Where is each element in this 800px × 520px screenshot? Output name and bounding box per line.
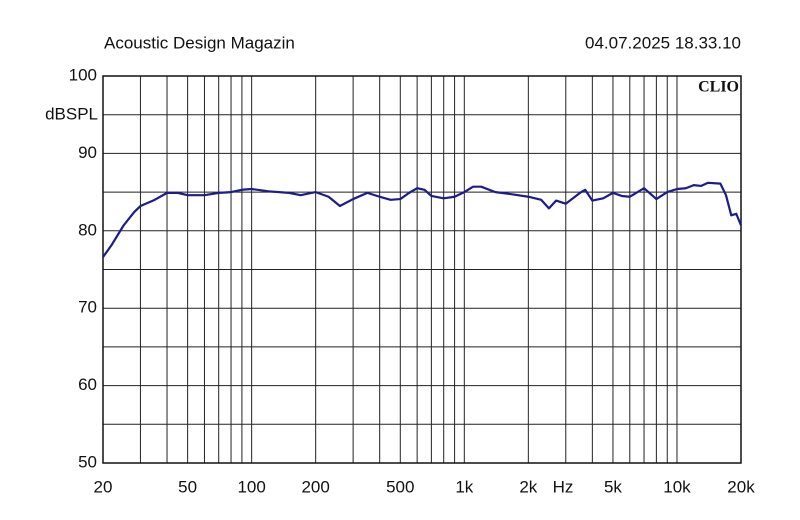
x-tick-label: 10k	[663, 477, 691, 496]
y-axis-label: dBSPL	[45, 104, 98, 123]
x-tick-label: 100	[237, 477, 265, 496]
y-tick-label: 90	[78, 143, 97, 162]
x-tick-label: 20	[94, 477, 113, 496]
x-tick-label: 1k	[455, 477, 473, 496]
x-tick-label: 5k	[604, 477, 622, 496]
y-tick-label: 100	[69, 65, 97, 84]
x-tick-label: 500	[386, 477, 414, 496]
y-tick-label: 80	[78, 220, 97, 239]
plot-frame	[102, 75, 742, 464]
logo: CLIO	[698, 79, 739, 96]
chart-title: Acoustic Design Magazin	[104, 33, 295, 52]
y-tick-label: 70	[78, 298, 97, 317]
timestamp: 04.07.2025 18.33.10	[585, 33, 741, 52]
x-tick-label: 50	[178, 477, 197, 496]
y-tick-label: 60	[78, 375, 97, 394]
x-tick-label: 20k	[727, 477, 755, 496]
response-curve	[102, 181, 743, 258]
x-tick-label: 2k	[519, 477, 537, 496]
x-axis-label: Hz	[553, 477, 574, 496]
y-tick-label: 50	[78, 452, 97, 471]
x-tick-label: 200	[301, 477, 329, 496]
